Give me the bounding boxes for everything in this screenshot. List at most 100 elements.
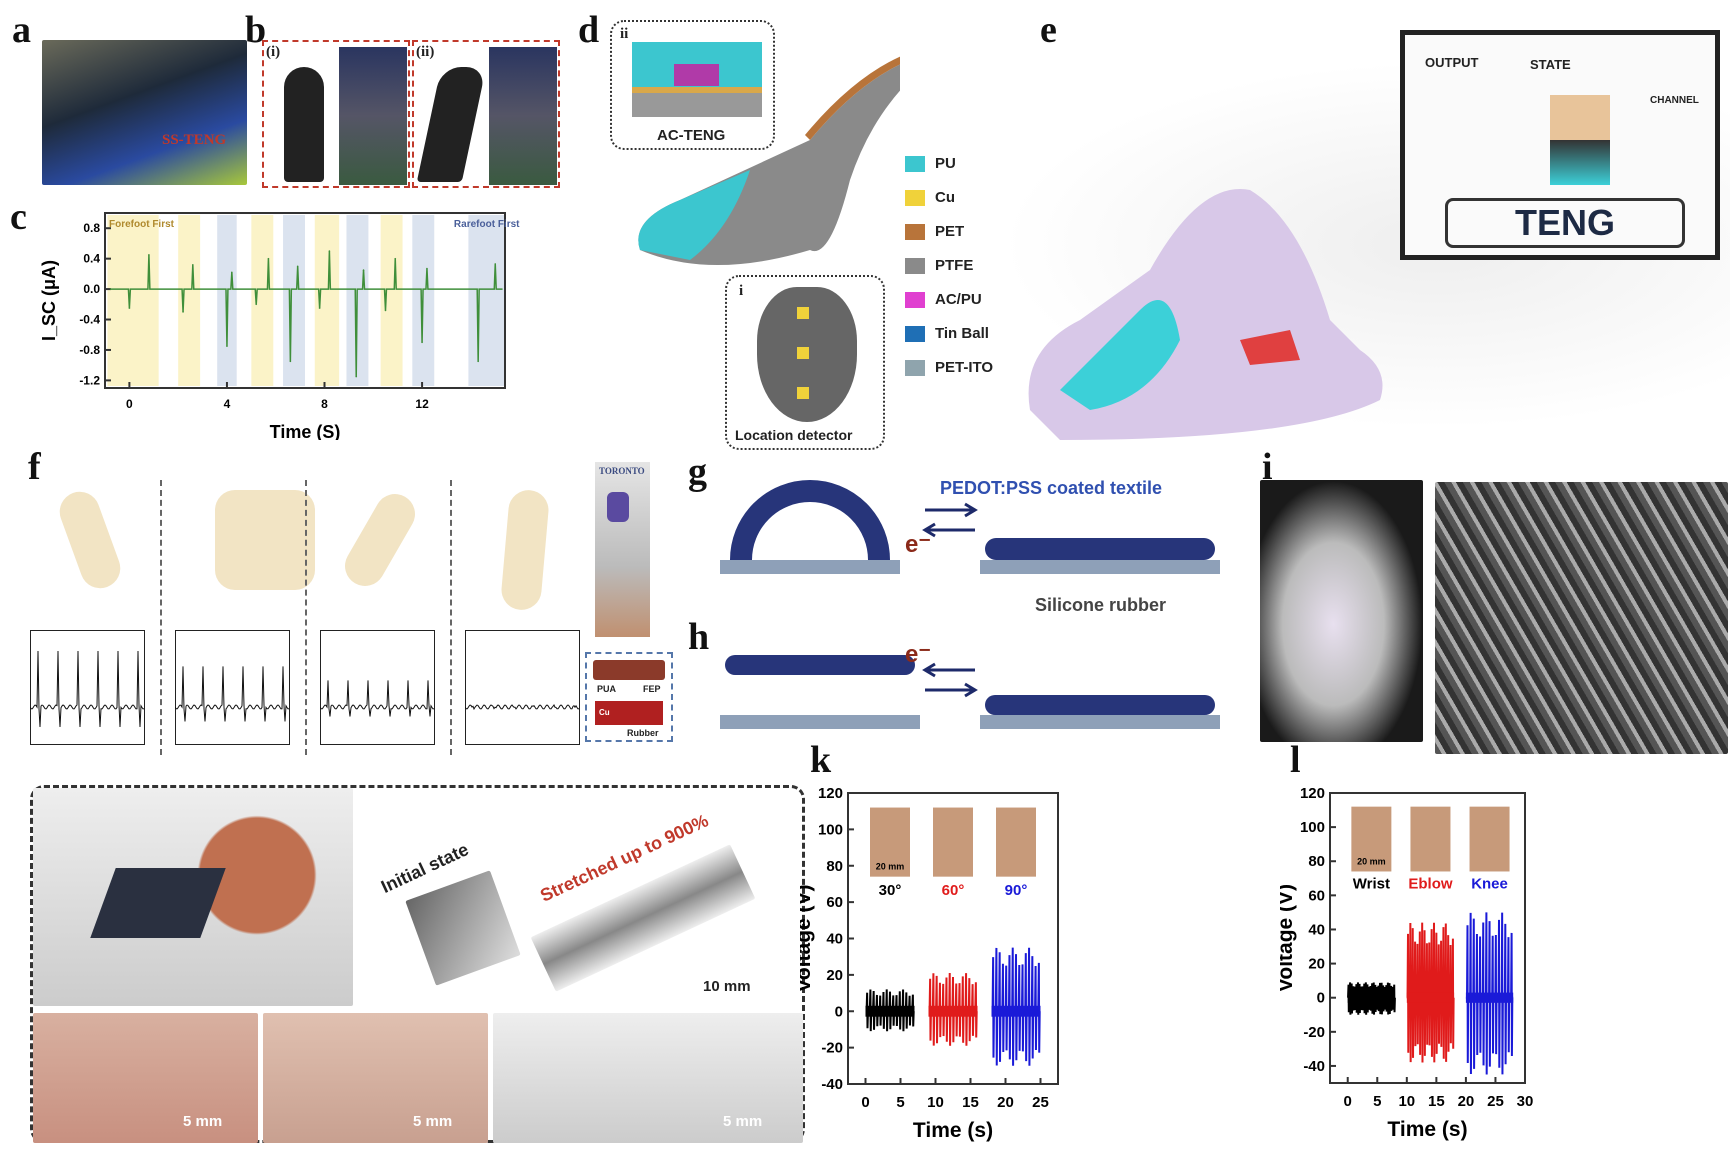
inset-location-detector: i Location detector [725, 275, 885, 450]
x-axis-label: Time (s) [913, 1119, 993, 1142]
series-label: Knee [1471, 876, 1508, 893]
shade-band [178, 215, 201, 386]
current-peak [494, 263, 497, 265]
running-figure [416, 67, 487, 182]
voltage-baseline-0 [1347, 992, 1395, 1003]
legend-label: Cu [935, 189, 955, 206]
plot-frame [104, 212, 506, 389]
current-peak [362, 269, 365, 271]
channel-label: CHANNEL [1650, 95, 1699, 106]
voltage-baseline-1 [1406, 992, 1455, 1003]
y-tick-label: -40 [821, 1076, 843, 1093]
y-tick-label: 20 [826, 967, 843, 984]
scale-bar-5mm: 5 mm [413, 1113, 453, 1130]
legend-swatch [905, 359, 925, 376]
x-tick-label: 0 [126, 397, 133, 411]
shade-band [217, 215, 237, 386]
arm-photo: TORONTO [595, 462, 650, 637]
inset-scale-bar: 20 mm [876, 861, 905, 871]
y-tick-label: 100 [818, 821, 843, 838]
legend-item: PET [905, 223, 964, 240]
inset-i-label: i [739, 283, 744, 299]
legend-label: AC/PU [935, 291, 982, 308]
inset-ac-teng: ii AC-TENG [610, 20, 775, 150]
x-tick-label: 5 [1373, 1093, 1381, 1110]
y-tick-label: 120 [818, 785, 843, 802]
panel-label-i: i [1262, 446, 1273, 488]
textile-mechanism: PEDOT:PSS coated textile Silicone rubber… [700, 460, 1250, 760]
legend-item: Cu [905, 189, 955, 206]
legend-swatch [905, 325, 925, 342]
h-textile-lifted [725, 655, 915, 675]
ac-teng-crosssection [632, 42, 762, 117]
current-peak [421, 341, 423, 344]
scale-bar-5mm: 5 mm [183, 1113, 223, 1130]
x-axis-label: Time (S) [270, 422, 341, 440]
toronto-logo: TORONTO [599, 466, 645, 476]
h-substrate-left [720, 715, 920, 729]
inset-scale-bar: 20 mm [1357, 857, 1386, 867]
arm-bending-panel [30, 480, 600, 760]
arm-model [54, 486, 126, 594]
panel-label-c: c [10, 196, 27, 238]
pua-label: PUA [597, 684, 617, 694]
current-peak [148, 254, 150, 256]
x-tick-label: 0 [1344, 1093, 1352, 1110]
shoe-photo: SS-TENG [42, 40, 247, 185]
voltage-miniplot [465, 630, 580, 745]
insole-diagram: ii AC-TENG i Location detector [610, 20, 910, 450]
legend-item: PET-ITO [905, 359, 993, 376]
current-peak [328, 250, 331, 252]
current-peak [192, 263, 194, 266]
inset-photo [870, 807, 910, 877]
shade-band [107, 215, 159, 386]
textile-label: PEDOT:PSS coated textile [940, 478, 1163, 498]
chart-c: 0 4 8 12 0.8 0.4 0.0 -0.4 -0.8 -1.2 Time (S) I_SC (… [39, 212, 520, 440]
legend-label: PET-ITO [935, 359, 994, 376]
y-tick-label: -40 [1303, 1058, 1325, 1075]
y-tick-label: 0 [1317, 990, 1325, 1007]
legend-swatch [905, 155, 925, 172]
output-label: OUTPUT [1425, 55, 1479, 70]
legend-item: AC/PU [905, 291, 982, 308]
legend-swatch [905, 189, 925, 206]
y-tick-label: 0.8 [83, 221, 100, 235]
divider [305, 480, 307, 755]
y-tick-label: -0.4 [79, 313, 100, 327]
voltage-baseline-2 [1465, 992, 1514, 1003]
current-peak [394, 257, 397, 260]
series-label: Eblow [1408, 876, 1452, 893]
x-tick-label: 8 [321, 397, 328, 411]
y-axis-label: I_SC (μA) [39, 260, 59, 341]
twist-photo: 5 mm [263, 1013, 488, 1143]
panel-label-g: g [688, 451, 707, 493]
device-coin-photo [33, 788, 353, 1006]
legend-item: PU [905, 155, 956, 172]
panel-label-h: h [688, 616, 710, 658]
x-tick-label: 20 [997, 1094, 1014, 1111]
voltage-miniplot [320, 630, 435, 745]
current-peak [289, 360, 292, 363]
teng-title: TENG [1514, 202, 1615, 243]
silicone-label: Silicone rubber [1035, 595, 1167, 615]
series-label: 90° [1005, 882, 1028, 899]
current-peak [477, 360, 479, 363]
x-axis-label: Time (s) [1387, 1118, 1467, 1141]
rubber-label: Rubber [627, 728, 659, 738]
walking-figure [284, 67, 324, 182]
inset-photo [996, 807, 1036, 877]
x-tick-label: 25 [1032, 1094, 1049, 1111]
shoe-red-layer [1240, 330, 1300, 365]
ss-teng-label: SS-TENG [162, 132, 227, 148]
voltage-miniplot [175, 630, 290, 745]
location-detector-label: Location detector [735, 427, 853, 443]
fep-label: FEP [643, 684, 661, 694]
y-axis-label: Voltage (V) [800, 884, 815, 992]
voltage-miniplot [30, 630, 145, 745]
state-label: STATE [1530, 57, 1571, 72]
x-tick-label: 15 [1428, 1093, 1445, 1110]
inset-photo [933, 807, 973, 877]
walking-panel: (i) [262, 40, 410, 188]
arm-model [337, 486, 423, 594]
inset-photo [1351, 806, 1392, 872]
